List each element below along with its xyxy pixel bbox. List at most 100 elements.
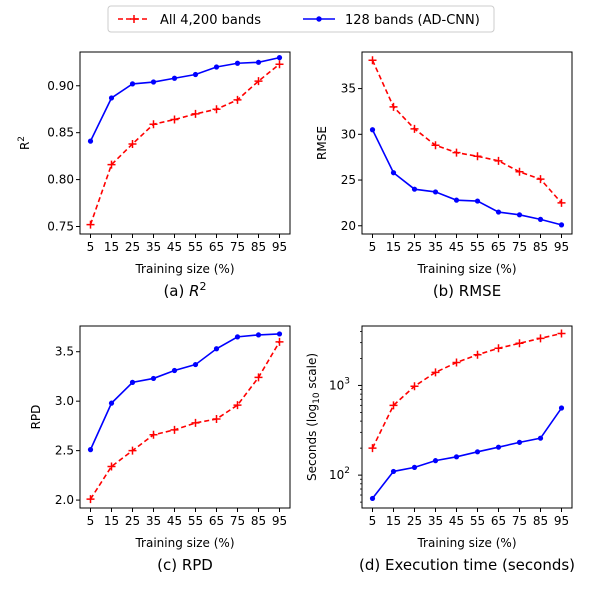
x-tick-label: 35	[428, 514, 443, 528]
x-tick-label: 25	[125, 514, 140, 528]
data-point-all-bands	[368, 444, 377, 453]
panel-r2: 5 15 25 35 45 55 65 75 85 95 0.75 0.80 0.85 0.90 R2 T…	[17, 51, 291, 300]
x-tick-label: 65	[209, 514, 224, 528]
y-tick-label: 3.5	[55, 345, 74, 359]
data-point-adcnn	[369, 495, 376, 502]
x-tick-label: 15	[104, 514, 119, 528]
data-point-all-bands	[389, 401, 398, 410]
x-tick-label: 35	[146, 240, 161, 254]
series-adcnn	[369, 127, 565, 228]
data-point-all-bands	[233, 401, 242, 410]
data-point-all-bands	[473, 152, 482, 161]
x-axis-label: Training size (%)	[416, 536, 516, 550]
y-tick-label: 102	[329, 466, 350, 482]
data-point-adcnn	[558, 405, 565, 411]
x-tick-label: 75	[230, 240, 245, 254]
x-tick-label: 5	[369, 240, 377, 254]
y-tick-label: 2.5	[55, 444, 74, 458]
y-axis-label-sup: 2	[17, 136, 27, 142]
data-point-adcnn	[537, 435, 544, 441]
data-point-all-bands	[275, 60, 284, 69]
data-point-adcnn	[411, 186, 418, 192]
data-point-adcnn	[234, 60, 241, 66]
data-point-all-bands	[170, 425, 179, 434]
series-all-bands	[368, 56, 566, 207]
y-tick-label: 35	[341, 82, 356, 96]
data-point-all-bands	[431, 141, 440, 150]
data-point-adcnn	[537, 216, 544, 222]
x-tick-label: 75	[512, 514, 527, 528]
x-tick-label: 5	[87, 240, 95, 254]
data-point-adcnn	[255, 332, 262, 338]
ticks: 5 15 25 35 45 55 65 75 85 95 0.75 0.80 0.85 0.90	[47, 79, 287, 254]
x-tick-label: 15	[386, 514, 401, 528]
y-tick-label: 103	[329, 376, 350, 392]
x-tick-label: 75	[512, 240, 527, 254]
data-point-adcnn	[432, 458, 439, 464]
x-tick-label: 95	[554, 240, 569, 254]
y-tick-label: 3.0	[55, 394, 74, 408]
x-tick-label: 95	[554, 514, 569, 528]
x-tick-label: 55	[188, 240, 203, 254]
ticks: 5 15 25 35 45 55 65 75 85 95 102 103	[329, 331, 569, 528]
data-point-adcnn	[432, 189, 439, 195]
data-point-adcnn	[474, 449, 481, 455]
series-adcnn	[87, 331, 283, 453]
data-point-all-bands	[536, 334, 545, 343]
data-point-adcnn	[192, 361, 199, 368]
x-tick-label: 85	[533, 240, 548, 254]
x-tick-label: 65	[491, 514, 506, 528]
x-tick-label: 45	[449, 514, 464, 528]
legend-label-adcnn: 128 bands (AD-CNN)	[345, 13, 480, 28]
series-adcnn	[87, 55, 283, 144]
y-axis-label-sub: 10	[312, 392, 322, 404]
x-tick-label: 65	[491, 240, 506, 254]
data-point-all-bands	[452, 148, 461, 157]
data-point-adcnn	[213, 346, 220, 352]
series-line-all-bands	[89, 341, 281, 500]
x-tick-label: 85	[251, 240, 266, 254]
data-point-all-bands	[473, 350, 482, 359]
data-point-adcnn	[276, 331, 283, 337]
series-line-all-bands	[371, 59, 563, 204]
data-point-adcnn	[87, 138, 94, 144]
series-layer	[368, 329, 566, 502]
x-tick-label: 25	[125, 240, 140, 254]
x-tick-label: 55	[470, 514, 485, 528]
x-tick-label: 55	[470, 240, 485, 254]
data-point-adcnn	[411, 464, 418, 470]
y-tick-label: 0.75	[47, 219, 74, 233]
series-all-bands	[86, 337, 284, 504]
y-tick-label: 0.80	[47, 173, 74, 187]
plot-frame	[361, 325, 573, 509]
x-axis-label: Training size (%)	[134, 536, 234, 550]
x-axis-label: Training size (%)	[416, 262, 516, 276]
data-point-all-bands	[128, 446, 137, 455]
data-point-adcnn	[255, 59, 262, 65]
legend-marker-dot-icon	[316, 16, 322, 22]
data-point-all-bands	[170, 115, 179, 124]
data-point-adcnn	[495, 209, 502, 215]
legend-frame	[107, 5, 495, 33]
data-point-all-bands	[494, 344, 503, 353]
data-point-all-bands	[149, 120, 158, 129]
data-point-all-bands	[389, 102, 398, 111]
data-point-all-bands	[86, 220, 95, 229]
series-line-adcnn	[371, 129, 562, 226]
data-point-all-bands	[515, 167, 524, 176]
y-tick-label: 25	[341, 173, 356, 187]
data-point-all-bands	[494, 156, 503, 165]
panel-caption: (c) RPD	[157, 556, 213, 574]
data-point-all-bands	[107, 462, 116, 471]
data-point-adcnn	[516, 212, 523, 218]
series-layer	[86, 55, 284, 229]
series-line-adcnn	[89, 333, 280, 450]
data-point-adcnn	[474, 198, 481, 204]
data-point-all-bands	[557, 329, 566, 338]
data-point-adcnn	[129, 379, 136, 385]
panel-rmse: 5 15 25 35 45 55 65 75 85 95 20 25 30 35 RMSE Trainin…	[315, 51, 573, 300]
x-tick-label: 5	[87, 514, 95, 528]
x-tick-label: 25	[407, 514, 422, 528]
legend-item-adcnn: 128 bands (AD-CNN)	[303, 13, 480, 28]
series-line-adcnn	[371, 407, 563, 499]
